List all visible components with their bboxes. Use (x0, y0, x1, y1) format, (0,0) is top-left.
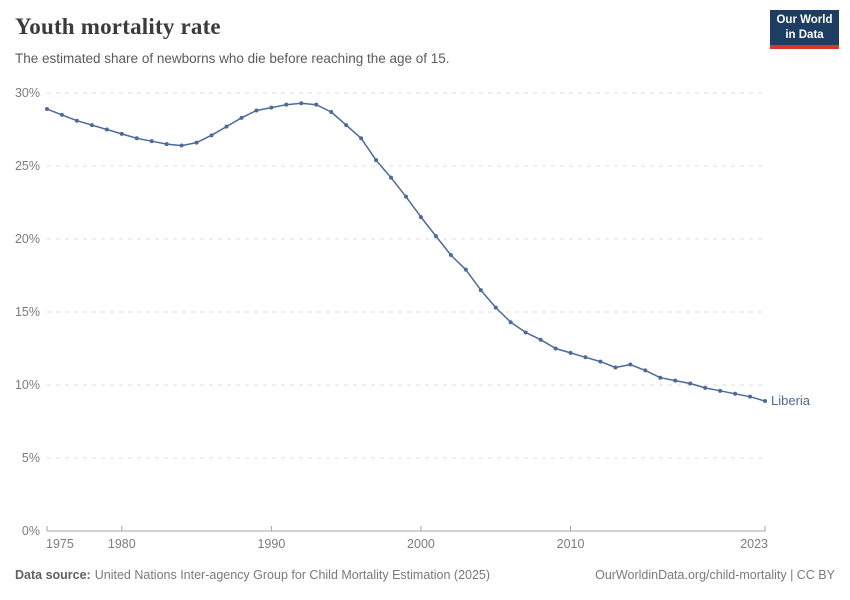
y-axis-label: 15% (15, 305, 40, 319)
data-point[interactable] (613, 365, 618, 370)
data-source: Data source: United Nations Inter-agency … (15, 568, 490, 582)
data-point[interactable] (134, 136, 139, 141)
chart-subtitle: The estimated share of newborns who die … (15, 51, 450, 66)
y-axis-label: 5% (22, 451, 40, 465)
y-axis-label: 20% (15, 232, 40, 246)
y-axis-label: 0% (22, 524, 40, 538)
data-point[interactable] (703, 385, 708, 390)
data-point[interactable] (538, 337, 543, 342)
data-point[interactable] (209, 133, 214, 138)
y-axis-label: 25% (15, 159, 40, 173)
x-axis-label: 2000 (407, 537, 435, 551)
x-axis-label: 1990 (257, 537, 285, 551)
chart-footer: Data source: United Nations Inter-agency … (15, 568, 835, 582)
series-label-liberia[interactable]: Liberia (771, 393, 811, 408)
data-point[interactable] (688, 381, 693, 386)
data-point[interactable] (194, 140, 199, 145)
y-axis-label: 30% (15, 86, 40, 100)
data-point[interactable] (179, 143, 184, 148)
data-point[interactable] (269, 105, 274, 110)
y-axis-label: 10% (15, 378, 40, 392)
data-point[interactable] (359, 136, 364, 141)
data-point[interactable] (389, 175, 394, 180)
data-point[interactable] (523, 330, 528, 335)
data-point[interactable] (748, 394, 753, 399)
x-axis-label: 1975 (46, 537, 74, 551)
data-source-text: United Nations Inter-agency Group for Ch… (94, 568, 491, 582)
data-point[interactable] (314, 102, 319, 107)
x-axis-label: 2010 (557, 537, 585, 551)
data-point[interactable] (673, 378, 678, 383)
data-point[interactable] (568, 350, 573, 355)
data-point[interactable] (763, 399, 767, 404)
data-point[interactable] (299, 101, 304, 106)
data-point[interactable] (164, 142, 169, 147)
data-point[interactable] (344, 123, 349, 128)
data-point[interactable] (59, 112, 64, 117)
data-point[interactable] (583, 355, 588, 360)
data-point[interactable] (284, 102, 289, 107)
data-point[interactable] (224, 124, 229, 129)
data-point[interactable] (149, 139, 154, 144)
x-axis-label: 2023 (740, 537, 768, 551)
data-point[interactable] (658, 375, 663, 380)
data-point[interactable] (493, 305, 498, 310)
data-point[interactable] (418, 215, 423, 220)
data-point[interactable] (718, 388, 723, 393)
data-point[interactable] (598, 359, 603, 364)
data-point[interactable] (254, 108, 259, 113)
owid-logo-line1: Our World (776, 14, 833, 27)
data-point[interactable] (45, 107, 49, 112)
data-point[interactable] (478, 288, 483, 293)
data-point[interactable] (448, 253, 453, 258)
data-point[interactable] (89, 123, 94, 128)
data-point[interactable] (553, 346, 558, 351)
data-point[interactable] (733, 391, 738, 396)
data-point[interactable] (119, 131, 124, 136)
data-point[interactable] (643, 368, 648, 373)
data-point[interactable] (508, 320, 513, 325)
x-axis-label: 1980 (108, 537, 136, 551)
data-point[interactable] (433, 234, 438, 239)
owid-logo[interactable]: Our World in Data (770, 10, 839, 49)
data-point[interactable] (628, 362, 633, 367)
data-source-label: Data source: (15, 568, 91, 582)
citation-link[interactable]: OurWorldinData.org/child-mortality | CC … (595, 568, 835, 582)
data-point[interactable] (239, 115, 244, 120)
owid-logo-line2: in Data (785, 28, 824, 41)
data-point[interactable] (74, 118, 79, 123)
page-title: Youth mortality rate (15, 14, 221, 39)
data-point[interactable] (404, 194, 408, 199)
data-point[interactable] (463, 267, 468, 272)
line-chart[interactable]: 0% 5% 10% 15% 20% 25% 30% 1975 1980 1990 2000 2010 2… (0, 80, 850, 560)
series-line-liberia[interactable] (46, 102, 766, 402)
data-point[interactable] (374, 158, 379, 163)
data-point[interactable] (329, 109, 334, 114)
data-point[interactable] (104, 127, 109, 132)
